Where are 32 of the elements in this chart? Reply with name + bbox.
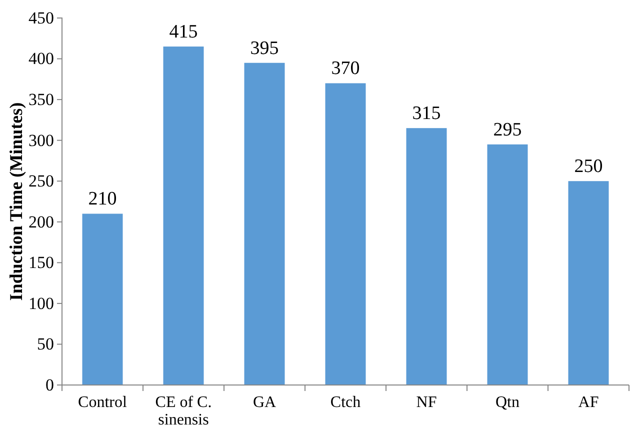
data-label: 315 <box>412 103 441 124</box>
y-axis-title: Induction Time (Minutes) <box>6 102 26 301</box>
x-tick-label: Control <box>78 394 128 411</box>
bar <box>568 181 609 385</box>
y-tick-label: 250 <box>28 172 54 191</box>
data-label: 295 <box>493 119 522 140</box>
x-tick-label: CE of C. sinensis <box>155 394 212 429</box>
data-label: 210 <box>88 188 117 210</box>
data-label: 370 <box>331 58 360 80</box>
bar <box>82 214 123 385</box>
data-label: 395 <box>250 38 279 59</box>
x-tick-label: Qtn <box>496 394 520 411</box>
bar <box>325 83 366 385</box>
y-tick-label: 400 <box>28 49 54 68</box>
y-tick-label: 350 <box>28 90 54 109</box>
y-tick-label: 150 <box>28 253 54 272</box>
bar <box>163 46 204 385</box>
bar <box>244 62 285 385</box>
y-tick-label: 200 <box>28 212 54 232</box>
bar <box>406 128 447 385</box>
x-tick-label: AF <box>578 394 599 411</box>
y-tick-label: 100 <box>28 294 54 313</box>
y-tick-label: 450 <box>28 8 54 28</box>
x-tick-label: NF <box>416 394 437 411</box>
y-tick-label: 50 <box>37 334 54 354</box>
x-tick-label: Ctch <box>330 394 361 411</box>
y-tick-label: 0 <box>46 375 54 394</box>
data-label: 250 <box>574 156 603 178</box>
x-tick-label: GA <box>252 394 276 411</box>
y-tick-label: 300 <box>28 130 54 150</box>
bar <box>487 144 528 385</box>
data-label: 415 <box>169 22 198 43</box>
